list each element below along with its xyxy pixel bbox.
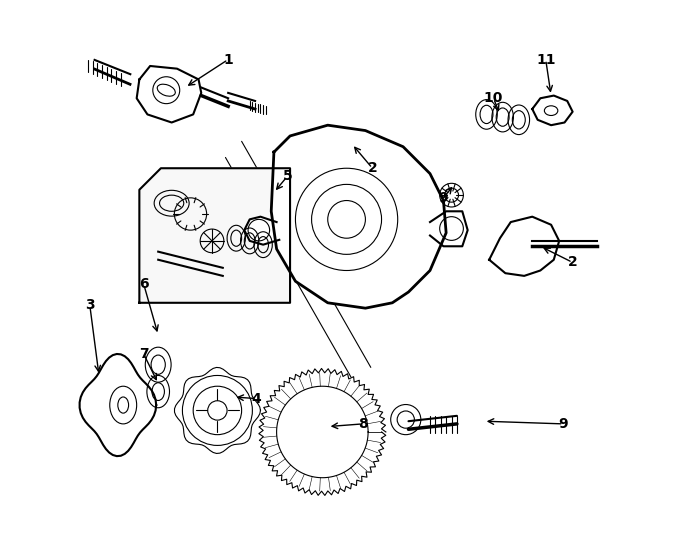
Polygon shape xyxy=(430,212,468,246)
Text: 10: 10 xyxy=(484,91,503,105)
Text: 11: 11 xyxy=(536,52,555,67)
Text: 8: 8 xyxy=(358,417,368,431)
Text: 3: 3 xyxy=(85,299,95,313)
Polygon shape xyxy=(271,125,446,308)
Polygon shape xyxy=(259,368,386,496)
Polygon shape xyxy=(489,217,559,276)
Text: 5: 5 xyxy=(282,169,292,183)
Text: 1: 1 xyxy=(223,52,233,67)
Polygon shape xyxy=(80,354,156,456)
Polygon shape xyxy=(277,386,368,478)
Text: 9: 9 xyxy=(439,191,448,205)
Polygon shape xyxy=(137,66,201,122)
Text: 2: 2 xyxy=(568,255,577,269)
Text: 6: 6 xyxy=(139,277,148,291)
Text: 2: 2 xyxy=(368,161,377,175)
Polygon shape xyxy=(244,217,280,245)
Polygon shape xyxy=(175,367,261,453)
Polygon shape xyxy=(532,96,573,125)
Text: 4: 4 xyxy=(252,392,261,406)
Polygon shape xyxy=(139,168,290,303)
Text: 7: 7 xyxy=(139,347,148,361)
Text: 9: 9 xyxy=(559,417,568,431)
